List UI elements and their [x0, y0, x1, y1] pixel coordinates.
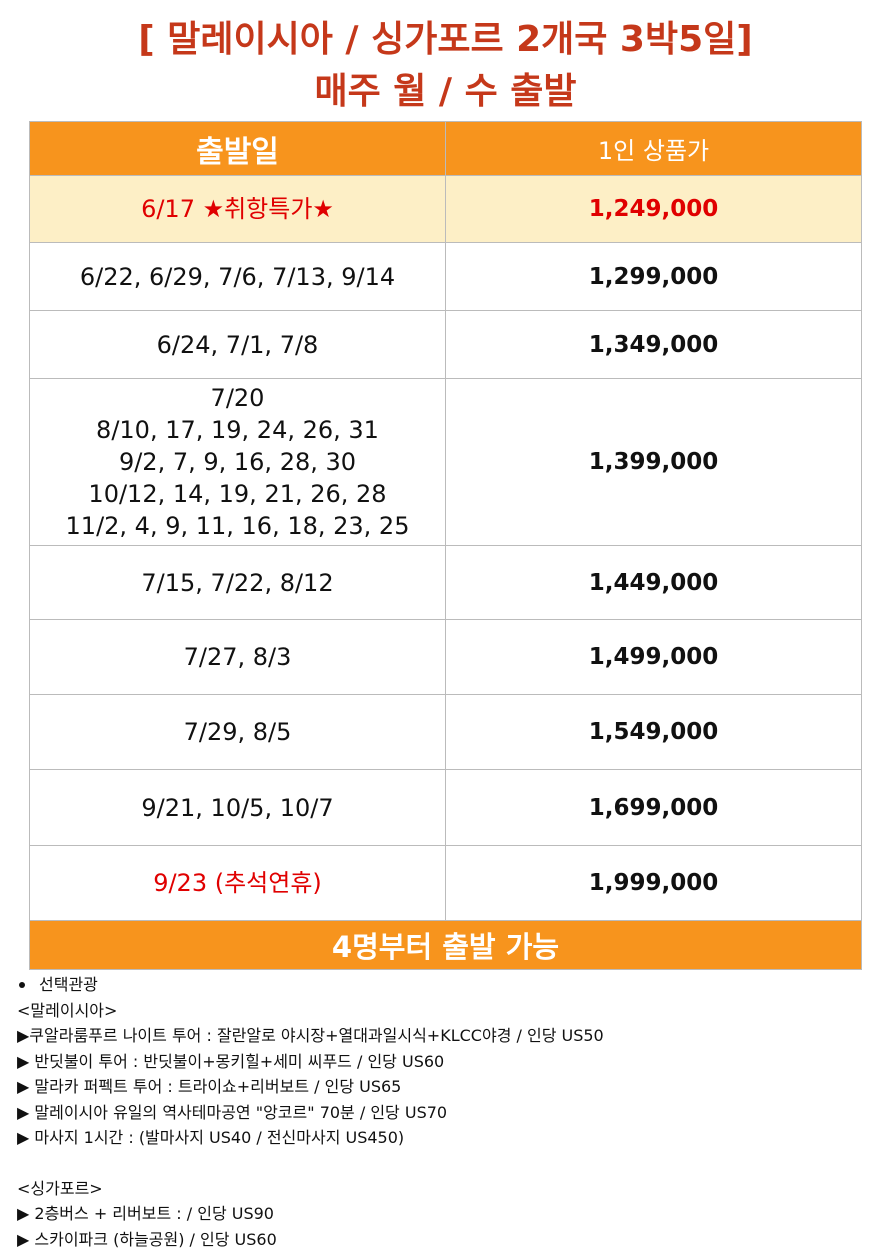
dates-cell: 9/21, 10/5, 10/7 — [29, 769, 446, 846]
dates-cell: 9/23 (추석연휴) — [29, 845, 446, 921]
table-row: 6/24, 7/1, 7/8 1,349,000 — [29, 310, 862, 379]
title: [ 말레이시아 / 싱가포르 2개국 3박5일] — [138, 19, 753, 60]
price-cell: 1,249,000 — [445, 175, 862, 243]
dates-cell: 7/29, 8/5 — [29, 694, 446, 770]
price-cell: 1,449,000 — [445, 545, 862, 620]
dates-cell: 7/20 8/10, 17, 19, 24, 26, 31 9/2, 7, 9, 1… — [29, 378, 446, 546]
note-item: ▶ 말레이시아 유일의 역사테마공연 "앙코르" 70분 / 인당 US70 — [17, 1102, 448, 1122]
price-cell: 1,349,000 — [445, 310, 862, 379]
footer-row: 4명부터 출발 가능 — [29, 920, 862, 970]
price-cell: 1,999,000 — [445, 845, 862, 921]
date-line: 10/12, 14, 19, 21, 26, 28 — [88, 480, 387, 508]
table-row: 7/15, 7/22, 8/12 1,449,000 — [29, 545, 862, 620]
table-row: 9/23 (추석연휴) 1,999,000 — [29, 845, 862, 921]
table-row: 7/27, 8/3 1,499,000 — [29, 619, 862, 695]
date-line: 6/17 ★취항특가★ — [141, 195, 334, 223]
price-cell: 1,499,000 — [445, 619, 862, 695]
bullet-text: 선택관광 — [39, 975, 98, 994]
price-table: 출발일 1인 상품가 6/17 ★취항특가★ 1,249,000 6/22, 6/29,… — [29, 121, 862, 970]
column-header: 1인 상품가 — [445, 121, 862, 176]
table-row: 7/20 8/10, 17, 19, 24, 26, 31 9/2, 7, 9, 1… — [29, 378, 862, 546]
table-row: 6/22, 6/29, 7/6, 7/13, 9/14 1,299,000 — [29, 242, 862, 311]
date-line: 6/24, 7/1, 7/8 — [156, 330, 319, 359]
dates-cell: 6/22, 6/29, 7/6, 7/13, 9/14 — [29, 242, 446, 311]
date-line: 7/29, 8/5 — [183, 718, 292, 746]
group-title: <말레이시아> — [17, 1000, 118, 1020]
table-row: 7/29, 8/5 1,549,000 — [29, 694, 862, 770]
notes: 선택관광 <말레이시아> ▶쿠알라룸푸르 나이트 투어 : 잘란알로 야시장+열대과… — [17, 972, 604, 1252]
dates-cell: 6/24, 7/1, 7/8 — [29, 310, 446, 379]
note-item: ▶쿠알라룸푸르 나이트 투어 : 잘란알로 야시장+열대과일시식+KLCC야경 … — [17, 1026, 604, 1045]
date-line: 7/15, 7/22, 8/12 — [141, 568, 334, 597]
price-cell: 1,549,000 — [445, 694, 862, 770]
note-item: ▶ 마사지 1시간 : (발마사지 US40 / 전신마사지 US450) — [17, 1128, 405, 1147]
dates-cell: 7/15, 7/22, 8/12 — [29, 545, 446, 620]
date-line: 9/2, 7, 9, 16, 28, 30 — [118, 448, 357, 476]
group-title: <싱가포르> — [17, 1178, 103, 1198]
spacer — [17, 1151, 604, 1176]
notes-heading: 선택관광 — [17, 972, 604, 998]
date-line: 7/27, 8/3 — [183, 643, 292, 671]
note-item: ▶ 스카이파크 (하늘공원) / 인당 US60 — [17, 1229, 277, 1249]
date-line: 7/20 — [210, 384, 265, 412]
dates-cell: 6/17 ★취항특가★ — [29, 175, 446, 243]
note-item: ▶ 2층버스 + 리버보트 : / 인당 US90 — [17, 1204, 274, 1223]
dates-cell: 7/27, 8/3 — [29, 619, 446, 695]
date-line: 11/2, 4, 9, 11, 16, 18, 23, 25 — [65, 512, 410, 540]
bullet — [19, 982, 25, 988]
table-row: 9/21, 10/5, 10/7 1,699,000 — [29, 769, 862, 846]
date-line: 9/21, 10/5, 10/7 — [141, 793, 334, 822]
subtitle: 매주 월 / 수 출발 — [314, 71, 577, 112]
date-line: 9/23 (추석연휴) — [153, 869, 322, 897]
footer: 4명부터 출발 가능 — [29, 920, 862, 970]
note-item: ▶ 반딧불이 투어 : 반딧불이+몽키힐+세미 씨푸드 / 인당 US60 — [17, 1051, 445, 1071]
price-cell: 1,299,000 — [445, 242, 862, 311]
column-header: 출발일 — [29, 121, 446, 176]
date-line: 6/22, 6/29, 7/6, 7/13, 9/14 — [79, 262, 396, 291]
price-cell: 1,399,000 — [445, 378, 862, 546]
date-line: 8/10, 17, 19, 24, 26, 31 — [96, 416, 379, 444]
header-row: 출발일 1인 상품가 — [29, 121, 862, 176]
price-cell: 1,699,000 — [445, 769, 862, 846]
note-item: ▶ 말라카 퍼펙트 투어 : 트라이쇼+리버보트 / 인당 US65 — [17, 1077, 402, 1096]
table-row: 6/17 ★취항특가★ 1,249,000 — [29, 175, 862, 243]
